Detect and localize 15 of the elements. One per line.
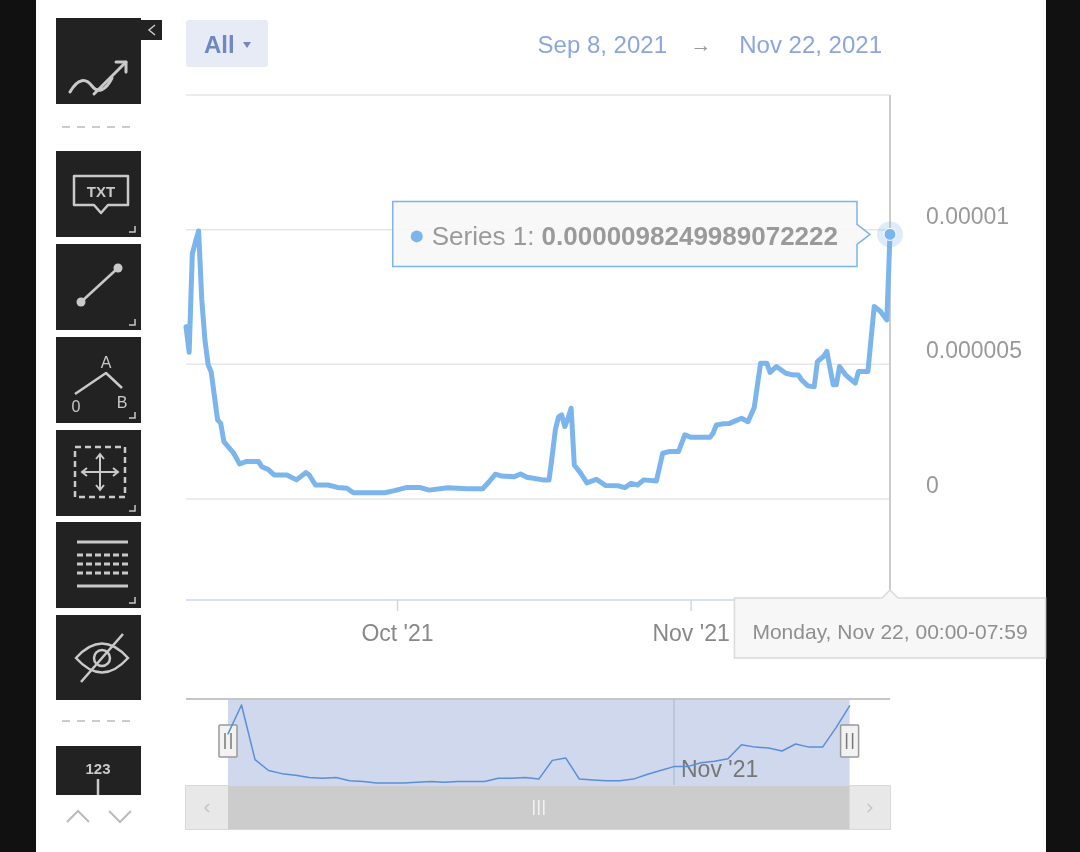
y-tick-label: 0 (926, 472, 939, 498)
annotation: Series 1: 0.0000098249989072222 (431, 221, 839, 252)
text: Nov 22, 2021 (739, 31, 882, 58)
text: B (116, 394, 128, 411)
dropdown-button: All (186, 20, 268, 67)
text: TXT (86, 183, 116, 200)
text: 0 (71, 398, 81, 415)
text: → (690, 33, 712, 56)
y-tick-label: 0.000005 (926, 337, 1022, 364)
x-tick-label: Oct '21 (361, 620, 434, 646)
text: 123 (85, 760, 111, 777)
y-tick-label: 0.00001 (926, 202, 1010, 229)
text: A (100, 354, 112, 371)
text: Monday, Nov 22, 00:00-07:59 (752, 620, 1028, 643)
text: Sep 8, 2021 (537, 31, 667, 58)
